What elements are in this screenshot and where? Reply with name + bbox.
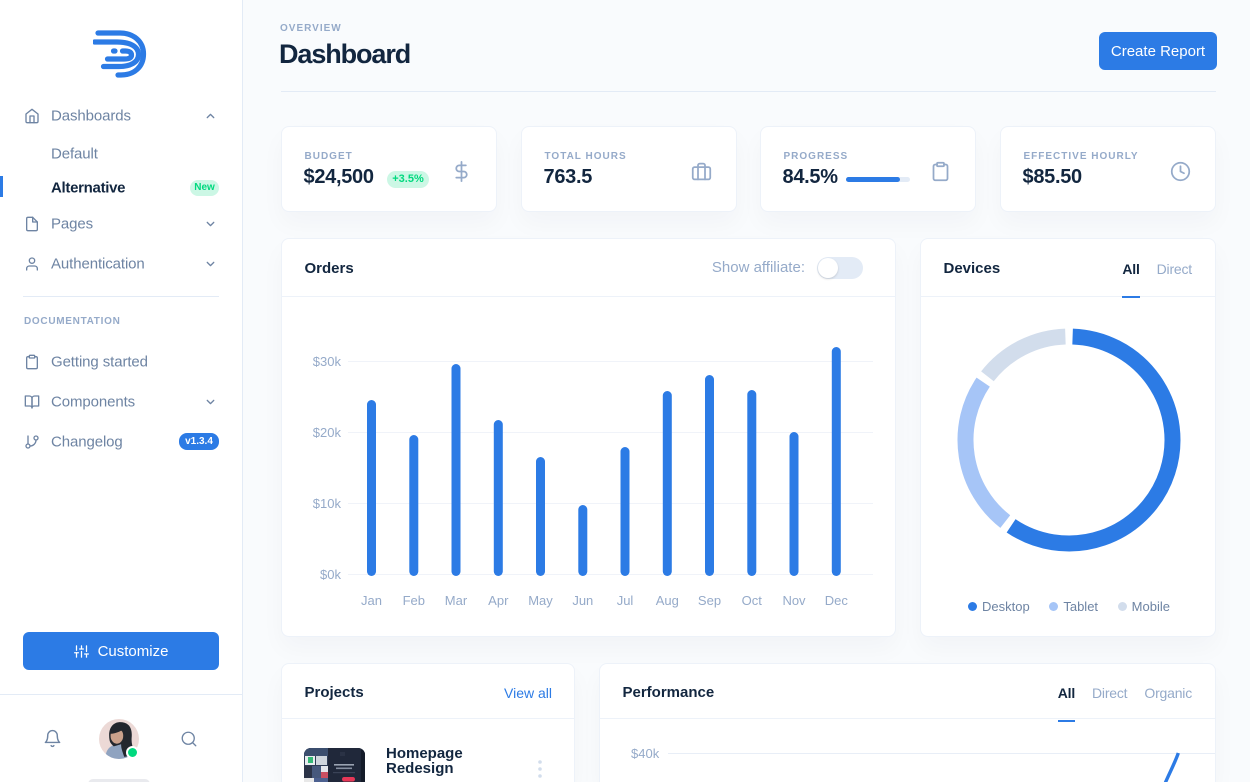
svg-text:$20k: $20k — [313, 425, 342, 440]
svg-text:$30k: $30k — [313, 354, 342, 369]
svg-text:Feb: Feb — [403, 593, 425, 608]
svg-text:Dec: Dec — [825, 593, 849, 608]
svg-text:Jan: Jan — [361, 593, 382, 608]
svg-text:Mar: Mar — [445, 593, 468, 608]
svg-text:Apr: Apr — [488, 593, 509, 608]
svg-text:$10k: $10k — [313, 496, 342, 511]
svg-text:Nov: Nov — [782, 593, 806, 608]
svg-text:Sep: Sep — [698, 593, 721, 608]
svg-text:Jun: Jun — [572, 593, 593, 608]
svg-text:Aug: Aug — [656, 593, 679, 608]
svg-text:May: May — [528, 593, 553, 608]
svg-text:$0k: $0k — [320, 567, 341, 582]
svg-text:Oct: Oct — [742, 593, 763, 608]
svg-text:Jul: Jul — [617, 593, 634, 608]
